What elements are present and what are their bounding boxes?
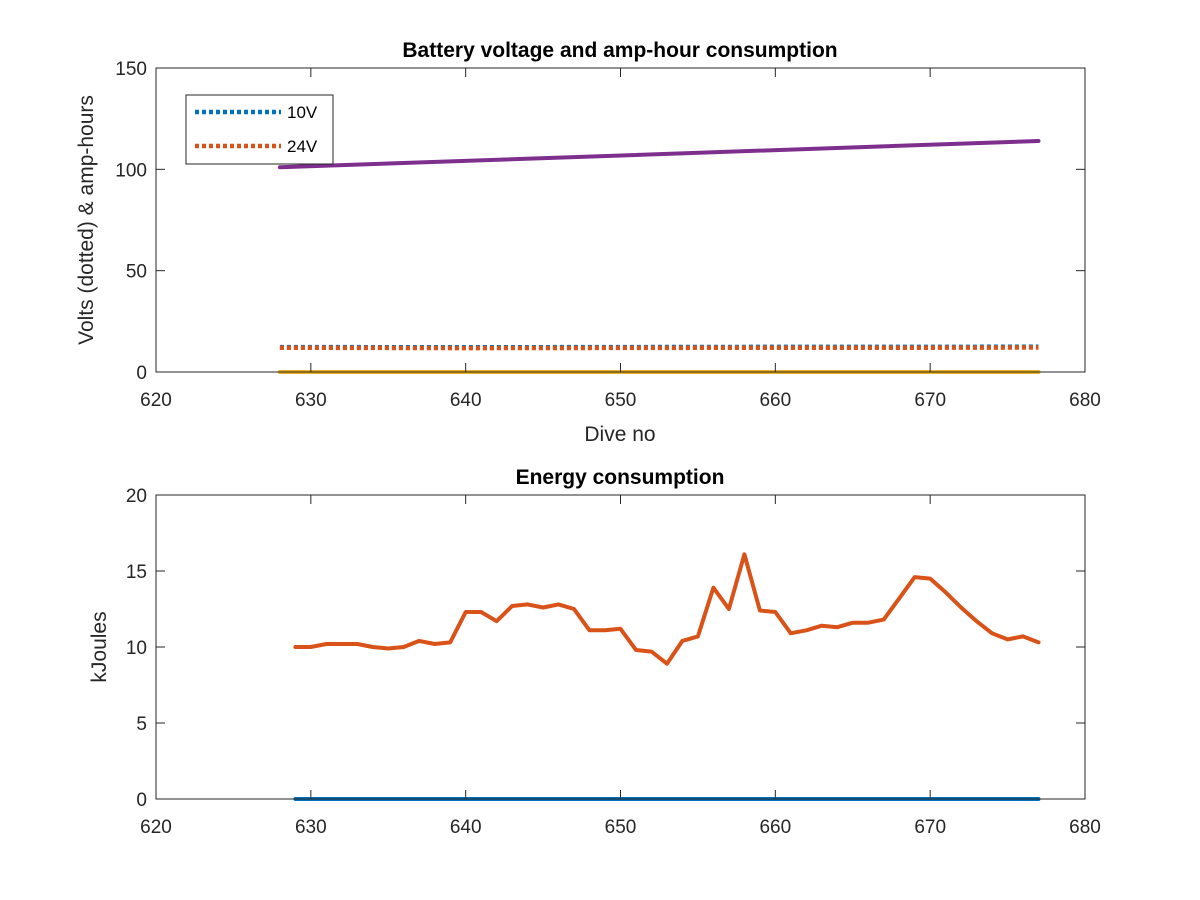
- legend-label-10v: 10V: [287, 103, 318, 122]
- energy-ytick-label: 20: [126, 486, 147, 507]
- energy-xtick-label: 660: [759, 817, 791, 838]
- energy-ytick-label: 15: [126, 562, 147, 583]
- battery-xtick-label: 640: [450, 390, 482, 411]
- battery-ytick-label: 100: [115, 160, 147, 181]
- plot-battery-xlabel: Dive no: [584, 423, 655, 446]
- energy-xtick-label: 670: [914, 817, 946, 838]
- battery-ytick-label: 150: [115, 59, 147, 80]
- battery-xtick-label: 680: [1069, 390, 1101, 411]
- battery-xtick-label: 620: [140, 390, 172, 411]
- energy-series-line-1: [293, 552, 1041, 666]
- plot-energy: 620 630 640 650 660 670 680 0 5 10 15 20 Energy con…: [88, 466, 1101, 838]
- energy-xtick-label: 650: [605, 817, 637, 838]
- battery-xtick-label: 630: [295, 390, 327, 411]
- plot-energy-title: Energy consumption: [516, 466, 725, 489]
- legend-box: [185, 94, 334, 165]
- energy-xtick-label: 680: [1069, 817, 1101, 838]
- battery-series-line-3: [277, 139, 1041, 170]
- energy-ytick-label: 0: [136, 790, 147, 811]
- energy-xtick-label: 620: [140, 817, 172, 838]
- energy-ytick-label: 10: [126, 638, 147, 659]
- battery-xtick-label: 670: [914, 390, 946, 411]
- battery-ytick-label: 50: [126, 262, 147, 283]
- plot-battery: 620 630 640 650 660 670 680 0 50 100 150 Battery v…: [75, 39, 1101, 446]
- battery-xtick-label: 660: [759, 390, 791, 411]
- plot-energy-ylabel: kJoules: [88, 611, 111, 682]
- legend-label-24v: 24V: [287, 137, 318, 156]
- energy-xtick-label: 640: [450, 817, 482, 838]
- battery-xtick-label: 650: [605, 390, 637, 411]
- plot-battery-ticks: 620 630 640 650 660 670 680 0 50 100 150: [115, 59, 1101, 411]
- energy-xtick-label: 630: [295, 817, 327, 838]
- battery-series-line-1: [279, 345, 1039, 351]
- legend: 10V 24V: [185, 94, 334, 165]
- energy-ytick-label: 5: [136, 714, 147, 735]
- plot-energy-ticks: 620 630 640 650 660 670 680 0 5 10 15 20: [126, 486, 1101, 838]
- plot-battery-ylabel: Volts (dotted) & amp-hours: [75, 95, 98, 345]
- battery-ytick-label: 0: [136, 363, 147, 384]
- plot-battery-title: Battery voltage and amp-hour consumption: [402, 39, 837, 62]
